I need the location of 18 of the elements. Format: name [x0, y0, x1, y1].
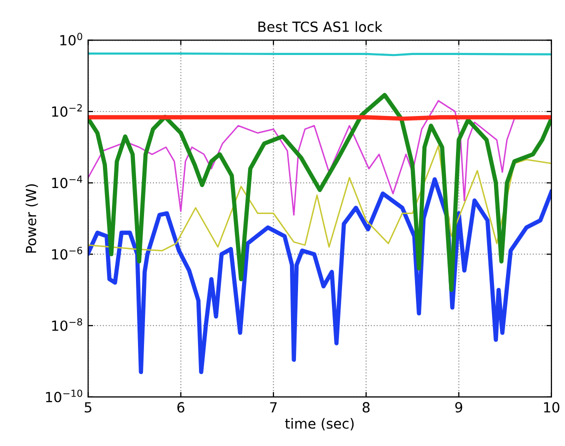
x-axis-title: time (sec): [285, 418, 354, 430]
x-tick-label: 5: [84, 402, 92, 413]
y-tick-label: 10$^{−8}$: [52, 318, 82, 331]
x-tick-label: 8: [362, 402, 370, 413]
line-series: [88, 92, 552, 292]
y-axis-title: Power (W): [26, 184, 38, 253]
chart-title: Best TCS AS1 lock: [258, 21, 382, 32]
line-series: [88, 145, 552, 252]
x-tick-label: 6: [177, 402, 184, 413]
y-tick-label: 10$^{−2}$: [52, 104, 82, 117]
x-tick-label: 7: [270, 402, 277, 412]
x-tick-label: 10: [544, 402, 560, 413]
line-series: [88, 177, 552, 374]
y-tick-label: 10$^{−6}$: [52, 246, 82, 260]
y-tick-label: 10$^{0}$: [60, 32, 82, 46]
x-tick-label: 9: [455, 402, 462, 413]
y-tick-label: 10$^{−10}$: [46, 390, 82, 402]
y-tick-label: 10$^{−4}$: [52, 176, 82, 188]
